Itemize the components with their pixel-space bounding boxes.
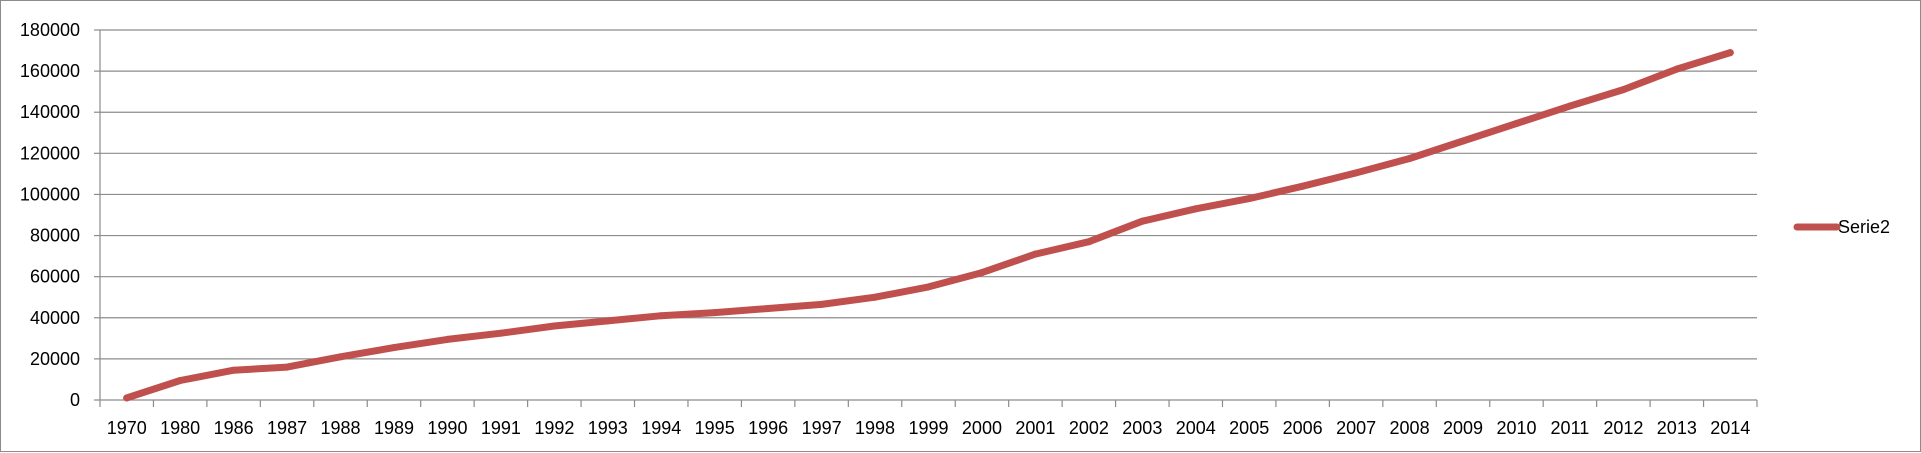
- x-tick-label: 2012: [1603, 418, 1643, 438]
- data-point: [443, 335, 451, 343]
- data-point: [1192, 205, 1200, 213]
- data-point: [1673, 65, 1681, 73]
- data-point: [764, 305, 772, 313]
- x-tick-label: 1990: [427, 418, 467, 438]
- data-point: [657, 312, 665, 320]
- y-tick-label: 100000: [20, 184, 80, 204]
- data-point: [978, 269, 986, 277]
- y-tick-label: 160000: [20, 61, 80, 81]
- x-tick-label: 1995: [695, 418, 735, 438]
- data-point: [871, 293, 879, 301]
- data-point: [1085, 238, 1093, 246]
- data-point: [497, 329, 505, 337]
- x-tick-label: 2014: [1710, 418, 1750, 438]
- y-tick-label: 0: [70, 390, 80, 410]
- data-point: [230, 366, 238, 374]
- data-point: [1566, 102, 1574, 110]
- data-point: [550, 322, 558, 330]
- data-point: [711, 309, 719, 317]
- x-tick-label: 2007: [1336, 418, 1376, 438]
- x-tick-label: 2013: [1657, 418, 1697, 438]
- x-tick-label: 2005: [1229, 418, 1269, 438]
- y-tick-label: 20000: [30, 349, 80, 369]
- x-tick-label: 2008: [1390, 418, 1430, 438]
- y-tick-label: 40000: [30, 308, 80, 328]
- y-tick-label: 180000: [20, 20, 80, 40]
- x-tick-label: 1993: [588, 418, 628, 438]
- x-tick-label: 2009: [1443, 418, 1483, 438]
- x-tick-label: 2006: [1283, 418, 1323, 438]
- y-tick-label: 60000: [30, 267, 80, 287]
- data-point: [1726, 49, 1734, 57]
- data-point: [1619, 86, 1627, 94]
- data-point: [1299, 182, 1307, 190]
- x-tick-label: 2010: [1496, 418, 1536, 438]
- data-point: [1138, 217, 1146, 225]
- data-point: [337, 353, 345, 361]
- x-tick-label: 1988: [321, 418, 361, 438]
- data-point: [390, 344, 398, 352]
- y-tick-label: 80000: [30, 226, 80, 246]
- data-point: [123, 394, 131, 402]
- x-tick-label: 2001: [1015, 418, 1055, 438]
- legend-label: Serie2: [1838, 217, 1890, 237]
- data-point: [1512, 120, 1520, 128]
- data-point: [925, 283, 932, 291]
- data-point: [1406, 154, 1414, 162]
- data-point: [1031, 250, 1039, 258]
- x-tick-label: 1991: [481, 418, 521, 438]
- x-tick-label: 1980: [160, 418, 200, 438]
- x-tick-label: 2011: [1551, 418, 1590, 438]
- data-point: [1245, 195, 1253, 203]
- data-point: [1352, 169, 1360, 177]
- x-tick-label: 1999: [908, 418, 948, 438]
- data-point: [604, 317, 612, 325]
- data-point: [176, 376, 184, 384]
- x-tick-label: 1994: [641, 418, 681, 438]
- data-point: [818, 300, 826, 308]
- x-tick-label: 1996: [748, 418, 788, 438]
- x-tick-label: 2002: [1069, 418, 1109, 438]
- x-tick-label: 1987: [267, 418, 307, 438]
- y-tick-label: 140000: [20, 102, 80, 122]
- x-tick-label: 2003: [1122, 418, 1162, 438]
- series-line-serie2: [123, 49, 1734, 402]
- x-tick-label: 1997: [802, 418, 842, 438]
- x-tick-label: 2000: [962, 418, 1002, 438]
- x-tick-label: 1992: [534, 418, 574, 438]
- x-tick-label: 1986: [214, 418, 254, 438]
- x-tick-label: 1970: [107, 418, 147, 438]
- y-tick-label: 120000: [20, 143, 80, 163]
- data-point: [1459, 137, 1467, 145]
- x-tick-label: 1989: [374, 418, 414, 438]
- data-point: [283, 363, 291, 371]
- x-tick-label: 1998: [855, 418, 895, 438]
- x-tick-label: 2004: [1176, 418, 1216, 438]
